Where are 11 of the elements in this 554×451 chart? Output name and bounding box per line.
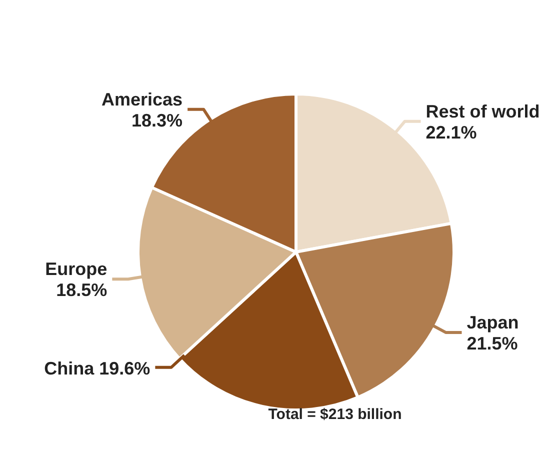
data-label: 21.5% bbox=[466, 333, 518, 354]
data-label: 18.5% bbox=[56, 280, 108, 300]
slice-label: Rest of world bbox=[426, 101, 540, 122]
data-label: 18.3% bbox=[132, 110, 183, 130]
data-label: 19.6% bbox=[99, 358, 150, 378]
data-label: 22.1% bbox=[426, 122, 477, 142]
slice-label: China bbox=[44, 358, 94, 378]
text: Total = $213 billion bbox=[267, 406, 403, 423]
slice-label: Americas bbox=[102, 89, 183, 110]
slice-label: Europe bbox=[45, 259, 108, 280]
slice-label: Japan bbox=[466, 312, 519, 332]
